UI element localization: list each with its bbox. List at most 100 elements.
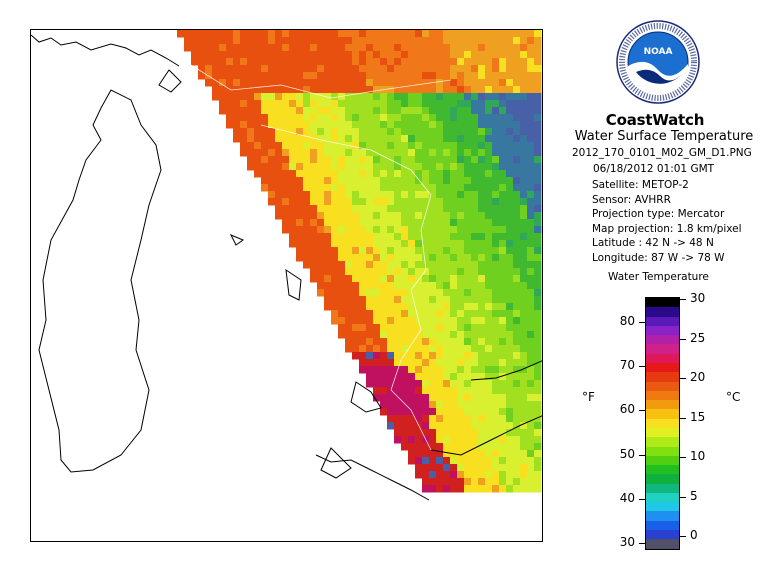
swath-pixel (513, 254, 521, 262)
swath-pixel (366, 226, 374, 234)
swath-pixel (289, 226, 297, 234)
swath-pixel (401, 86, 409, 94)
swath-pixel (415, 142, 423, 150)
swath-pixel (366, 177, 374, 185)
swath-pixel (450, 247, 458, 255)
swath-pixel (324, 275, 332, 283)
swath-pixel (296, 156, 304, 164)
swath-pixel (345, 226, 353, 234)
swath-pixel (282, 184, 290, 192)
swath-pixel (478, 429, 486, 437)
swath-pixel (324, 128, 332, 136)
swath-pixel (408, 65, 416, 73)
swath-pixel (422, 254, 430, 262)
swath-pixel (513, 282, 521, 290)
swath-pixel (408, 177, 416, 185)
swath-pixel (464, 443, 472, 451)
swath-pixel (233, 121, 241, 129)
swath-pixel (457, 380, 465, 388)
swath-pixel (366, 240, 374, 248)
swath-pixel (527, 163, 535, 171)
fahrenheit-tick-mark (639, 322, 645, 323)
swath-pixel (485, 443, 493, 451)
swath-pixel (464, 303, 472, 311)
swath-pixel (408, 443, 416, 451)
colorbar-title: Water Temperature (608, 271, 709, 283)
swath-pixel (415, 387, 423, 395)
swath-pixel (485, 226, 493, 234)
swath-pixel (534, 156, 542, 164)
swath-pixel (464, 177, 472, 185)
swath-pixel (513, 247, 521, 255)
swath-pixel (268, 51, 276, 59)
swath-pixel (282, 128, 290, 136)
swath-pixel (289, 219, 297, 227)
swath-pixel (478, 275, 486, 283)
swath-pixel (345, 170, 353, 178)
info-longitude: Longitude: 87 W -> 78 W (592, 252, 725, 264)
swath-pixel (520, 471, 528, 479)
swath-pixel (457, 443, 465, 451)
swath-pixel (401, 121, 409, 129)
swath-pixel (310, 142, 318, 150)
swath-pixel (247, 107, 255, 115)
swath-pixel (520, 177, 528, 185)
swath-pixel (443, 366, 451, 374)
swath-pixel (366, 128, 374, 136)
swath-pixel (317, 254, 325, 262)
swath-pixel (394, 107, 402, 115)
swath-pixel (429, 156, 437, 164)
swath-pixel (247, 30, 255, 38)
swath-pixel (450, 219, 458, 227)
swath-pixel (436, 205, 444, 213)
swath-pixel (485, 478, 493, 486)
swath-pixel (303, 177, 311, 185)
swath-pixel (254, 93, 262, 101)
swath-pixel (240, 51, 248, 59)
swath-pixel (387, 352, 395, 360)
swath-pixel (387, 275, 395, 283)
swath-pixel (373, 191, 381, 199)
swath-pixel (415, 366, 423, 374)
swath-pixel (422, 184, 430, 192)
swath-pixel (324, 170, 332, 178)
swath-pixel (366, 212, 374, 220)
swath-pixel (534, 443, 542, 451)
swath-pixel (464, 296, 472, 304)
swath-pixel (534, 436, 542, 444)
swath-pixel (471, 247, 479, 255)
swath-pixel (464, 51, 472, 59)
swath-pixel (429, 464, 437, 472)
swath-pixel (303, 233, 311, 241)
swath-pixel (513, 408, 521, 416)
swath-pixel (317, 37, 325, 45)
swath-pixel (401, 65, 409, 73)
swath-pixel (492, 345, 500, 353)
swath-pixel (450, 296, 458, 304)
swath-pixel (464, 373, 472, 381)
swath-pixel (359, 359, 367, 367)
swath-pixel (366, 72, 374, 80)
swath-pixel (450, 338, 458, 346)
swath-pixel (310, 184, 318, 192)
swath-pixel (534, 450, 542, 458)
swath-pixel (373, 338, 381, 346)
swath-pixel (310, 107, 318, 115)
fahrenheit-tick-label: 80 (619, 314, 635, 328)
swath-pixel (506, 450, 514, 458)
swath-pixel (296, 65, 304, 73)
swath-pixel (520, 254, 528, 262)
swath-pixel (366, 156, 374, 164)
swath-pixel (380, 30, 388, 38)
swath-pixel (499, 380, 507, 388)
swath-pixel (534, 51, 542, 59)
swath-pixel (534, 205, 542, 213)
swath-pixel (492, 142, 500, 150)
swath-pixel (296, 212, 304, 220)
swath-pixel (345, 198, 353, 206)
swath-pixel (527, 261, 535, 269)
swath-pixel (471, 142, 479, 150)
swath-pixel (387, 191, 395, 199)
swath-pixel (520, 37, 528, 45)
swath-pixel (478, 261, 486, 269)
